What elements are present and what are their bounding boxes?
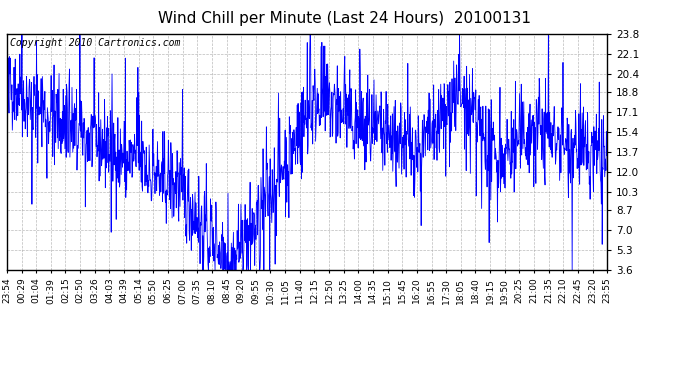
Text: Wind Chill per Minute (Last 24 Hours)  20100131: Wind Chill per Minute (Last 24 Hours) 20… — [159, 11, 531, 26]
Text: Copyright 2010 Cartronics.com: Copyright 2010 Cartronics.com — [10, 39, 180, 48]
